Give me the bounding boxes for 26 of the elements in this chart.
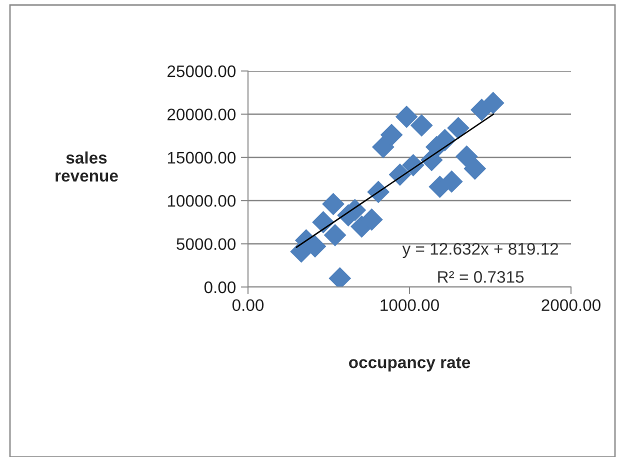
point bbox=[395, 106, 418, 128]
annotation: R² = 0.7315 bbox=[438, 271, 524, 283]
point bbox=[447, 116, 470, 140]
y-tick-label: 25000.00 bbox=[168, 65, 236, 78]
x-axis-title: occupancy rate bbox=[349, 357, 470, 372]
point bbox=[455, 145, 478, 168]
x-tick-label: 0.00 bbox=[232, 299, 264, 312]
y-tick-label: 0.00 bbox=[204, 281, 236, 294]
y-tick-label: 15000.00 bbox=[168, 152, 236, 164]
x-tick-label: 2000.00 bbox=[542, 299, 600, 312]
y-tick-label: 10000.00 bbox=[168, 195, 236, 207]
point bbox=[312, 211, 334, 234]
point bbox=[402, 154, 424, 176]
point bbox=[324, 224, 346, 246]
y-tick-label: 5000.00 bbox=[176, 238, 236, 250]
x-tick-label: 1000.00 bbox=[380, 299, 439, 312]
point bbox=[388, 163, 412, 186]
point bbox=[464, 157, 486, 180]
point bbox=[367, 180, 390, 204]
point bbox=[410, 114, 433, 137]
point bbox=[322, 192, 344, 216]
point bbox=[380, 124, 403, 146]
point bbox=[372, 136, 394, 158]
y-axis-title: sales revenue bbox=[56, 151, 118, 182]
y-tick-label: 20000.00 bbox=[168, 108, 236, 120]
annotation: y = 12.632x + 819.12 bbox=[402, 242, 558, 258]
